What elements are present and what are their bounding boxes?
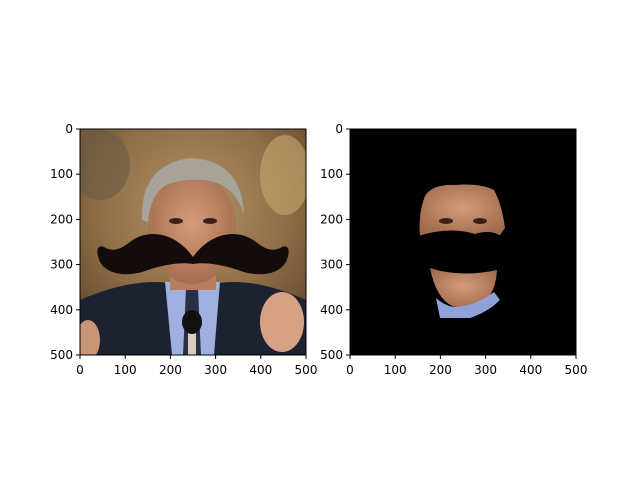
right-axes-frame <box>349 128 577 356</box>
mask-eye-right <box>473 218 487 224</box>
left-xtick-label: 300 <box>204 363 227 377</box>
left-ytick-label: 500 <box>50 348 73 362</box>
mask-eye-left <box>439 218 453 224</box>
left-ytick-label: 0 <box>65 122 73 136</box>
left-ytick-label: 200 <box>50 212 73 226</box>
left-ytick-label: 300 <box>50 258 73 272</box>
right-image-panel <box>350 129 576 355</box>
right-xtick-label: 400 <box>519 363 542 377</box>
hair <box>141 158 244 222</box>
right-ytick-label: 300 <box>320 258 343 272</box>
hand-right <box>260 292 304 352</box>
masked-mustache-gap <box>418 230 505 273</box>
eye-right <box>203 218 217 224</box>
right-ytick-label: 100 <box>320 167 343 181</box>
left-ytick-label: 100 <box>50 167 73 181</box>
right-ytick-label: 400 <box>320 303 343 317</box>
left-xtick-label: 400 <box>249 363 272 377</box>
left-xtick-label: 500 <box>295 363 318 377</box>
masked-face-lower <box>430 268 497 308</box>
left-ytick-label: 400 <box>50 303 73 317</box>
left-xtick-label: 100 <box>114 363 137 377</box>
eye-left <box>169 218 183 224</box>
left-axes-frame <box>79 128 307 356</box>
right-ytick-label: 0 <box>335 122 343 136</box>
face <box>148 172 236 284</box>
right-ytick-label: 200 <box>320 212 343 226</box>
left-xtick-label: 0 <box>76 363 84 377</box>
right-xtick-label: 200 <box>429 363 452 377</box>
masked-face-upper <box>419 184 505 236</box>
right-xtick-label: 300 <box>474 363 497 377</box>
right-xtick-label: 0 <box>346 363 354 377</box>
right-ytick-label: 500 <box>320 348 343 362</box>
background-blur-left <box>80 130 130 200</box>
right-xtick-label: 500 <box>565 363 588 377</box>
hand-left <box>80 320 100 355</box>
microphone-stand <box>188 325 196 355</box>
right-xtick-label: 100 <box>384 363 407 377</box>
masked-shirt <box>436 292 500 318</box>
left-xtick-label: 200 <box>159 363 182 377</box>
left-image-panel <box>80 129 306 355</box>
mustache <box>97 234 289 275</box>
microphone-head <box>182 310 202 334</box>
background-blur-right <box>260 135 306 215</box>
